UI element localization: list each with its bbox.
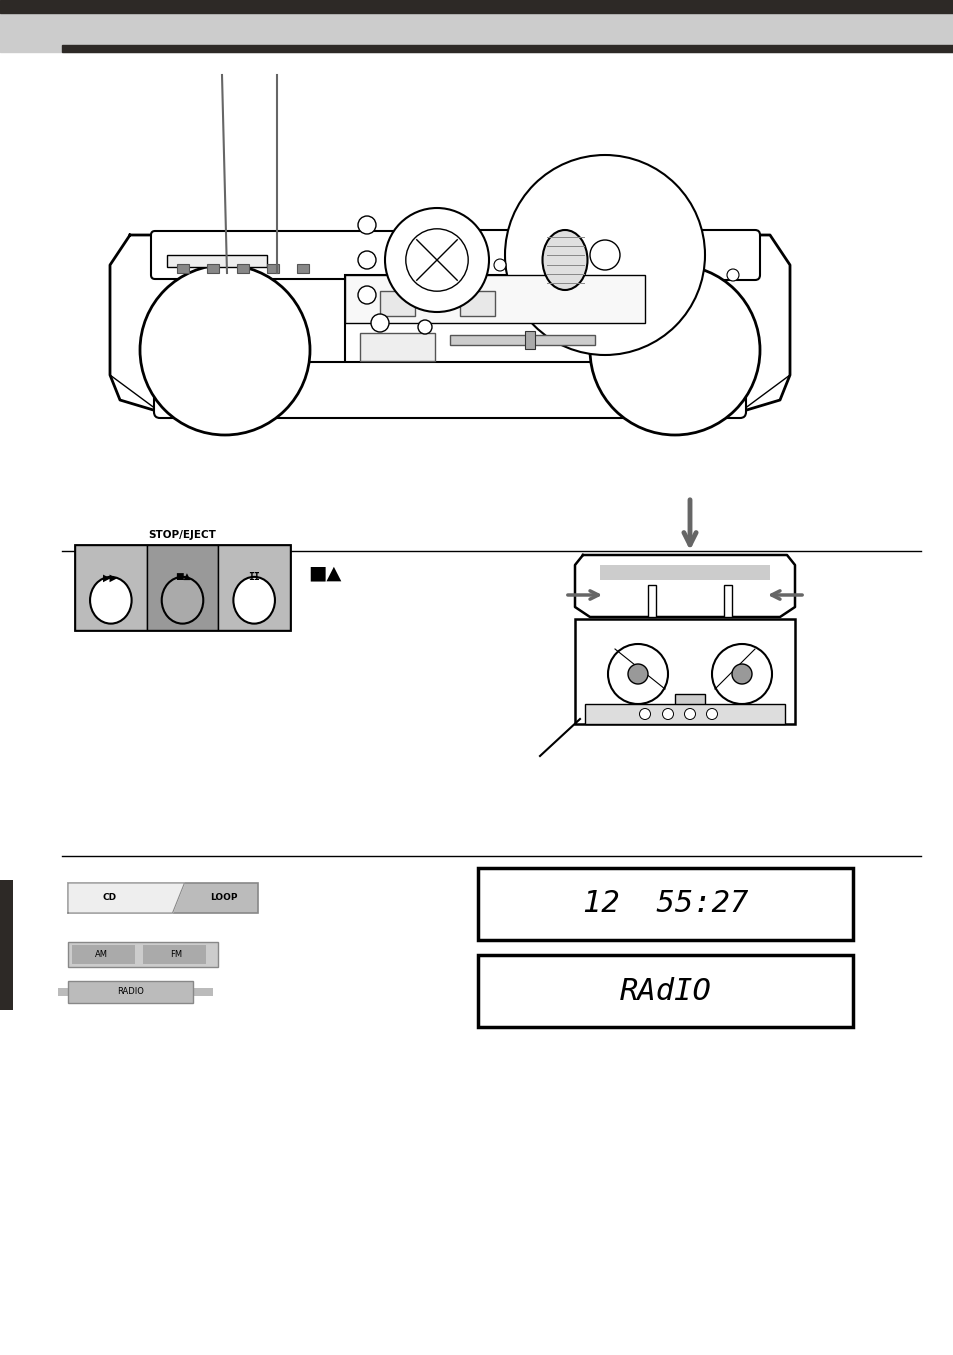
- Ellipse shape: [162, 577, 203, 623]
- Bar: [0, 0, 953, 51]
- Bar: [379, 291, 415, 316]
- Circle shape: [589, 240, 619, 270]
- Bar: [167, 255, 267, 267]
- Circle shape: [494, 259, 505, 271]
- Bar: [68, 883, 257, 913]
- Text: 12  55:27: 12 55:27: [582, 889, 747, 919]
- Circle shape: [627, 664, 647, 684]
- FancyBboxPatch shape: [430, 230, 760, 280]
- Bar: [62, 45, 953, 51]
- Circle shape: [405, 229, 468, 291]
- Bar: [58, 988, 213, 996]
- Ellipse shape: [233, 577, 274, 623]
- Bar: [296, 264, 309, 272]
- Circle shape: [357, 286, 375, 304]
- Bar: [177, 264, 189, 272]
- Bar: [68, 942, 218, 967]
- Bar: [68, 981, 193, 1003]
- Bar: [459, 291, 495, 316]
- Text: STOP/EJECT: STOP/EJECT: [149, 530, 216, 541]
- Bar: [75, 545, 290, 630]
- Circle shape: [726, 270, 739, 280]
- Bar: [524, 331, 535, 350]
- Circle shape: [371, 314, 389, 332]
- Circle shape: [607, 644, 667, 705]
- Text: ■▲: ■▲: [308, 564, 341, 583]
- FancyBboxPatch shape: [151, 230, 418, 279]
- Bar: [236, 264, 249, 272]
- Circle shape: [731, 664, 751, 684]
- Bar: [267, 264, 278, 272]
- Bar: [0, 0, 953, 14]
- Circle shape: [706, 709, 717, 720]
- Bar: [723, 585, 731, 617]
- FancyBboxPatch shape: [153, 362, 745, 417]
- Bar: [647, 585, 656, 617]
- Circle shape: [504, 154, 704, 355]
- Text: ▶▶: ▶▶: [103, 572, 118, 583]
- Circle shape: [417, 320, 432, 333]
- Text: RADIO: RADIO: [117, 988, 144, 996]
- Bar: [477, 869, 852, 940]
- Bar: [359, 333, 435, 360]
- Bar: [147, 545, 218, 630]
- Circle shape: [357, 215, 375, 234]
- Text: RAdIO: RAdIO: [618, 977, 711, 1005]
- Bar: [0, 879, 13, 1009]
- Bar: [345, 275, 644, 364]
- Bar: [143, 944, 206, 963]
- Circle shape: [589, 266, 760, 435]
- Text: ■▲: ■▲: [174, 573, 190, 581]
- Circle shape: [385, 209, 489, 312]
- Circle shape: [661, 709, 673, 720]
- Bar: [675, 694, 704, 709]
- Bar: [450, 335, 595, 346]
- Circle shape: [357, 251, 375, 270]
- Text: AM: AM: [94, 950, 108, 959]
- Ellipse shape: [90, 577, 132, 623]
- Polygon shape: [68, 883, 184, 913]
- Bar: [599, 565, 769, 580]
- Bar: [207, 264, 219, 272]
- Polygon shape: [575, 556, 794, 617]
- Text: II: II: [248, 572, 260, 583]
- Bar: [345, 275, 644, 322]
- Bar: [71, 944, 135, 963]
- Circle shape: [140, 266, 310, 435]
- Bar: [584, 705, 784, 724]
- Ellipse shape: [542, 230, 587, 290]
- Bar: [75, 545, 147, 630]
- Circle shape: [639, 709, 650, 720]
- Bar: [477, 955, 852, 1027]
- Circle shape: [711, 644, 771, 705]
- Text: FM: FM: [170, 950, 182, 959]
- Bar: [575, 619, 794, 724]
- Circle shape: [684, 709, 695, 720]
- Text: LOOP: LOOP: [210, 893, 237, 902]
- Bar: [218, 545, 290, 630]
- Text: CD: CD: [103, 893, 116, 902]
